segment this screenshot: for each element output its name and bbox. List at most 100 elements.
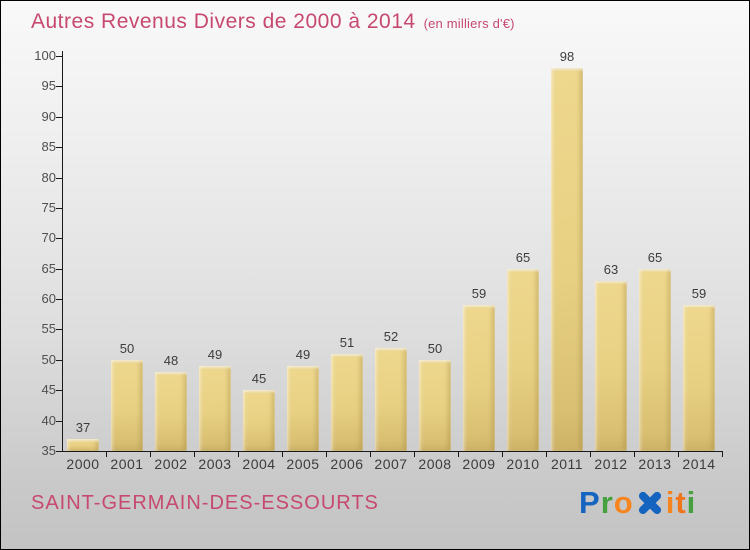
bar-value-label: 98	[559, 49, 575, 65]
y-axis-label: 100	[34, 48, 56, 63]
y-axis-label: 55	[41, 321, 56, 336]
x-axis-label: 2008	[418, 456, 452, 472]
bar-value-label: 45	[251, 371, 267, 387]
x-axis-tick	[722, 451, 723, 457]
y-axis-tick	[56, 269, 62, 270]
bar-value-label: 50	[427, 340, 443, 356]
bar-2009	[463, 305, 495, 451]
chart-subtitle: (en milliers d'€)	[423, 16, 515, 31]
y-axis-tick	[56, 360, 62, 361]
logo-letter: P	[579, 485, 601, 520]
x-axis-label: 2007	[374, 456, 408, 472]
x-axis-tick	[546, 451, 547, 457]
bar-2002	[155, 372, 187, 451]
y-axis-label: 70	[41, 230, 56, 245]
logo-letter: i	[686, 485, 697, 520]
y-axis-label: 75	[41, 200, 56, 215]
chart-title: Autres Revenus Divers de 2000 à 2014 (en …	[31, 10, 515, 34]
bar-value-label: 52	[383, 328, 399, 344]
x-axis-tick	[194, 451, 195, 457]
y-axis-label: 50	[41, 352, 56, 367]
x-axis-tick	[678, 451, 679, 457]
x-axis-label: 2006	[330, 456, 364, 472]
x-axis-label: 2009	[462, 456, 496, 472]
y-axis-label: 45	[41, 382, 56, 397]
logo-letter: o	[613, 485, 634, 520]
y-axis-tick	[56, 329, 62, 330]
x-axis-label: 2005	[286, 456, 320, 472]
x-axis-label: 2000	[66, 456, 100, 472]
bar-value-label: 59	[691, 286, 707, 302]
bar-2011	[551, 68, 583, 451]
logo-letter: r	[600, 485, 614, 520]
y-axis-tick	[56, 451, 62, 452]
logo-letter: i	[665, 485, 676, 520]
y-axis-tick	[56, 178, 62, 179]
x-axis-tick	[326, 451, 327, 457]
bar-2006	[331, 353, 363, 451]
bar-2001	[111, 359, 143, 451]
bar-value-label: 51	[339, 334, 355, 350]
x-axis-tick	[150, 451, 151, 457]
x-axis	[62, 451, 723, 452]
x-axis-label: 2014	[682, 456, 716, 472]
y-axis-tick	[56, 56, 62, 57]
bar-2013	[639, 268, 671, 451]
x-axis-tick	[634, 451, 635, 457]
x-axis-label: 2001	[110, 456, 144, 472]
y-axis-label: 95	[41, 78, 56, 93]
y-axis-tick	[56, 208, 62, 209]
x-axis-label: 2013	[638, 456, 672, 472]
y-axis-tick	[56, 238, 62, 239]
bar-value-label: 49	[207, 346, 223, 362]
bar-value-label: 59	[471, 286, 487, 302]
bar-2010	[507, 268, 539, 451]
bar-value-label: 65	[647, 249, 663, 265]
y-axis-tick	[56, 421, 62, 422]
bar-value-label: 65	[515, 249, 531, 265]
x-axis-tick	[106, 451, 107, 457]
logo-letter: t	[675, 485, 687, 520]
y-axis-tick	[56, 390, 62, 391]
y-axis	[62, 51, 63, 452]
proxiti-logo[interactable]: Pro iti	[579, 485, 696, 521]
y-axis-label: 65	[41, 261, 56, 276]
bar-2003	[199, 365, 231, 451]
y-axis-label: 40	[41, 413, 56, 428]
chart-title-text: Autres Revenus Divers de 2000 à 2014	[31, 10, 416, 33]
y-axis-tick	[56, 299, 62, 300]
bar-value-label: 50	[119, 340, 135, 356]
x-axis-tick	[590, 451, 591, 457]
commune-name: SAINT-GERMAIN-DES-ESSOURTS	[31, 492, 379, 514]
bar-2004	[243, 390, 275, 451]
y-axis-tick	[56, 117, 62, 118]
x-axis-tick	[370, 451, 371, 457]
x-axis-tick	[502, 451, 503, 457]
bar-2014	[683, 305, 715, 451]
y-axis-label: 35	[41, 443, 56, 458]
x-axis-label: 2012	[594, 456, 628, 472]
bar-value-label: 63	[603, 261, 619, 277]
y-axis-tick	[56, 86, 62, 87]
bar-value-label: 48	[163, 353, 179, 368]
bar-2000	[67, 438, 99, 451]
x-axis-label: 2010	[506, 456, 540, 472]
bar-value-label: 37	[75, 419, 91, 435]
x-axis-label: 2002	[154, 456, 188, 472]
y-axis-label: 80	[41, 170, 56, 185]
logo-x-icon	[636, 490, 664, 516]
bar-2007	[375, 347, 407, 451]
x-axis-label: 2011	[550, 456, 584, 472]
y-axis-label: 85	[41, 139, 56, 154]
y-axis-tick	[56, 147, 62, 148]
x-axis-tick	[238, 451, 239, 457]
x-axis-label: 2003	[198, 456, 232, 472]
bar-2008	[419, 359, 451, 451]
y-axis-label: 60	[41, 291, 56, 306]
x-axis-tick	[282, 451, 283, 457]
bar-value-label: 49	[295, 346, 311, 362]
bar-2005	[287, 365, 319, 451]
y-axis-label: 90	[41, 109, 56, 124]
x-axis-tick	[414, 451, 415, 457]
